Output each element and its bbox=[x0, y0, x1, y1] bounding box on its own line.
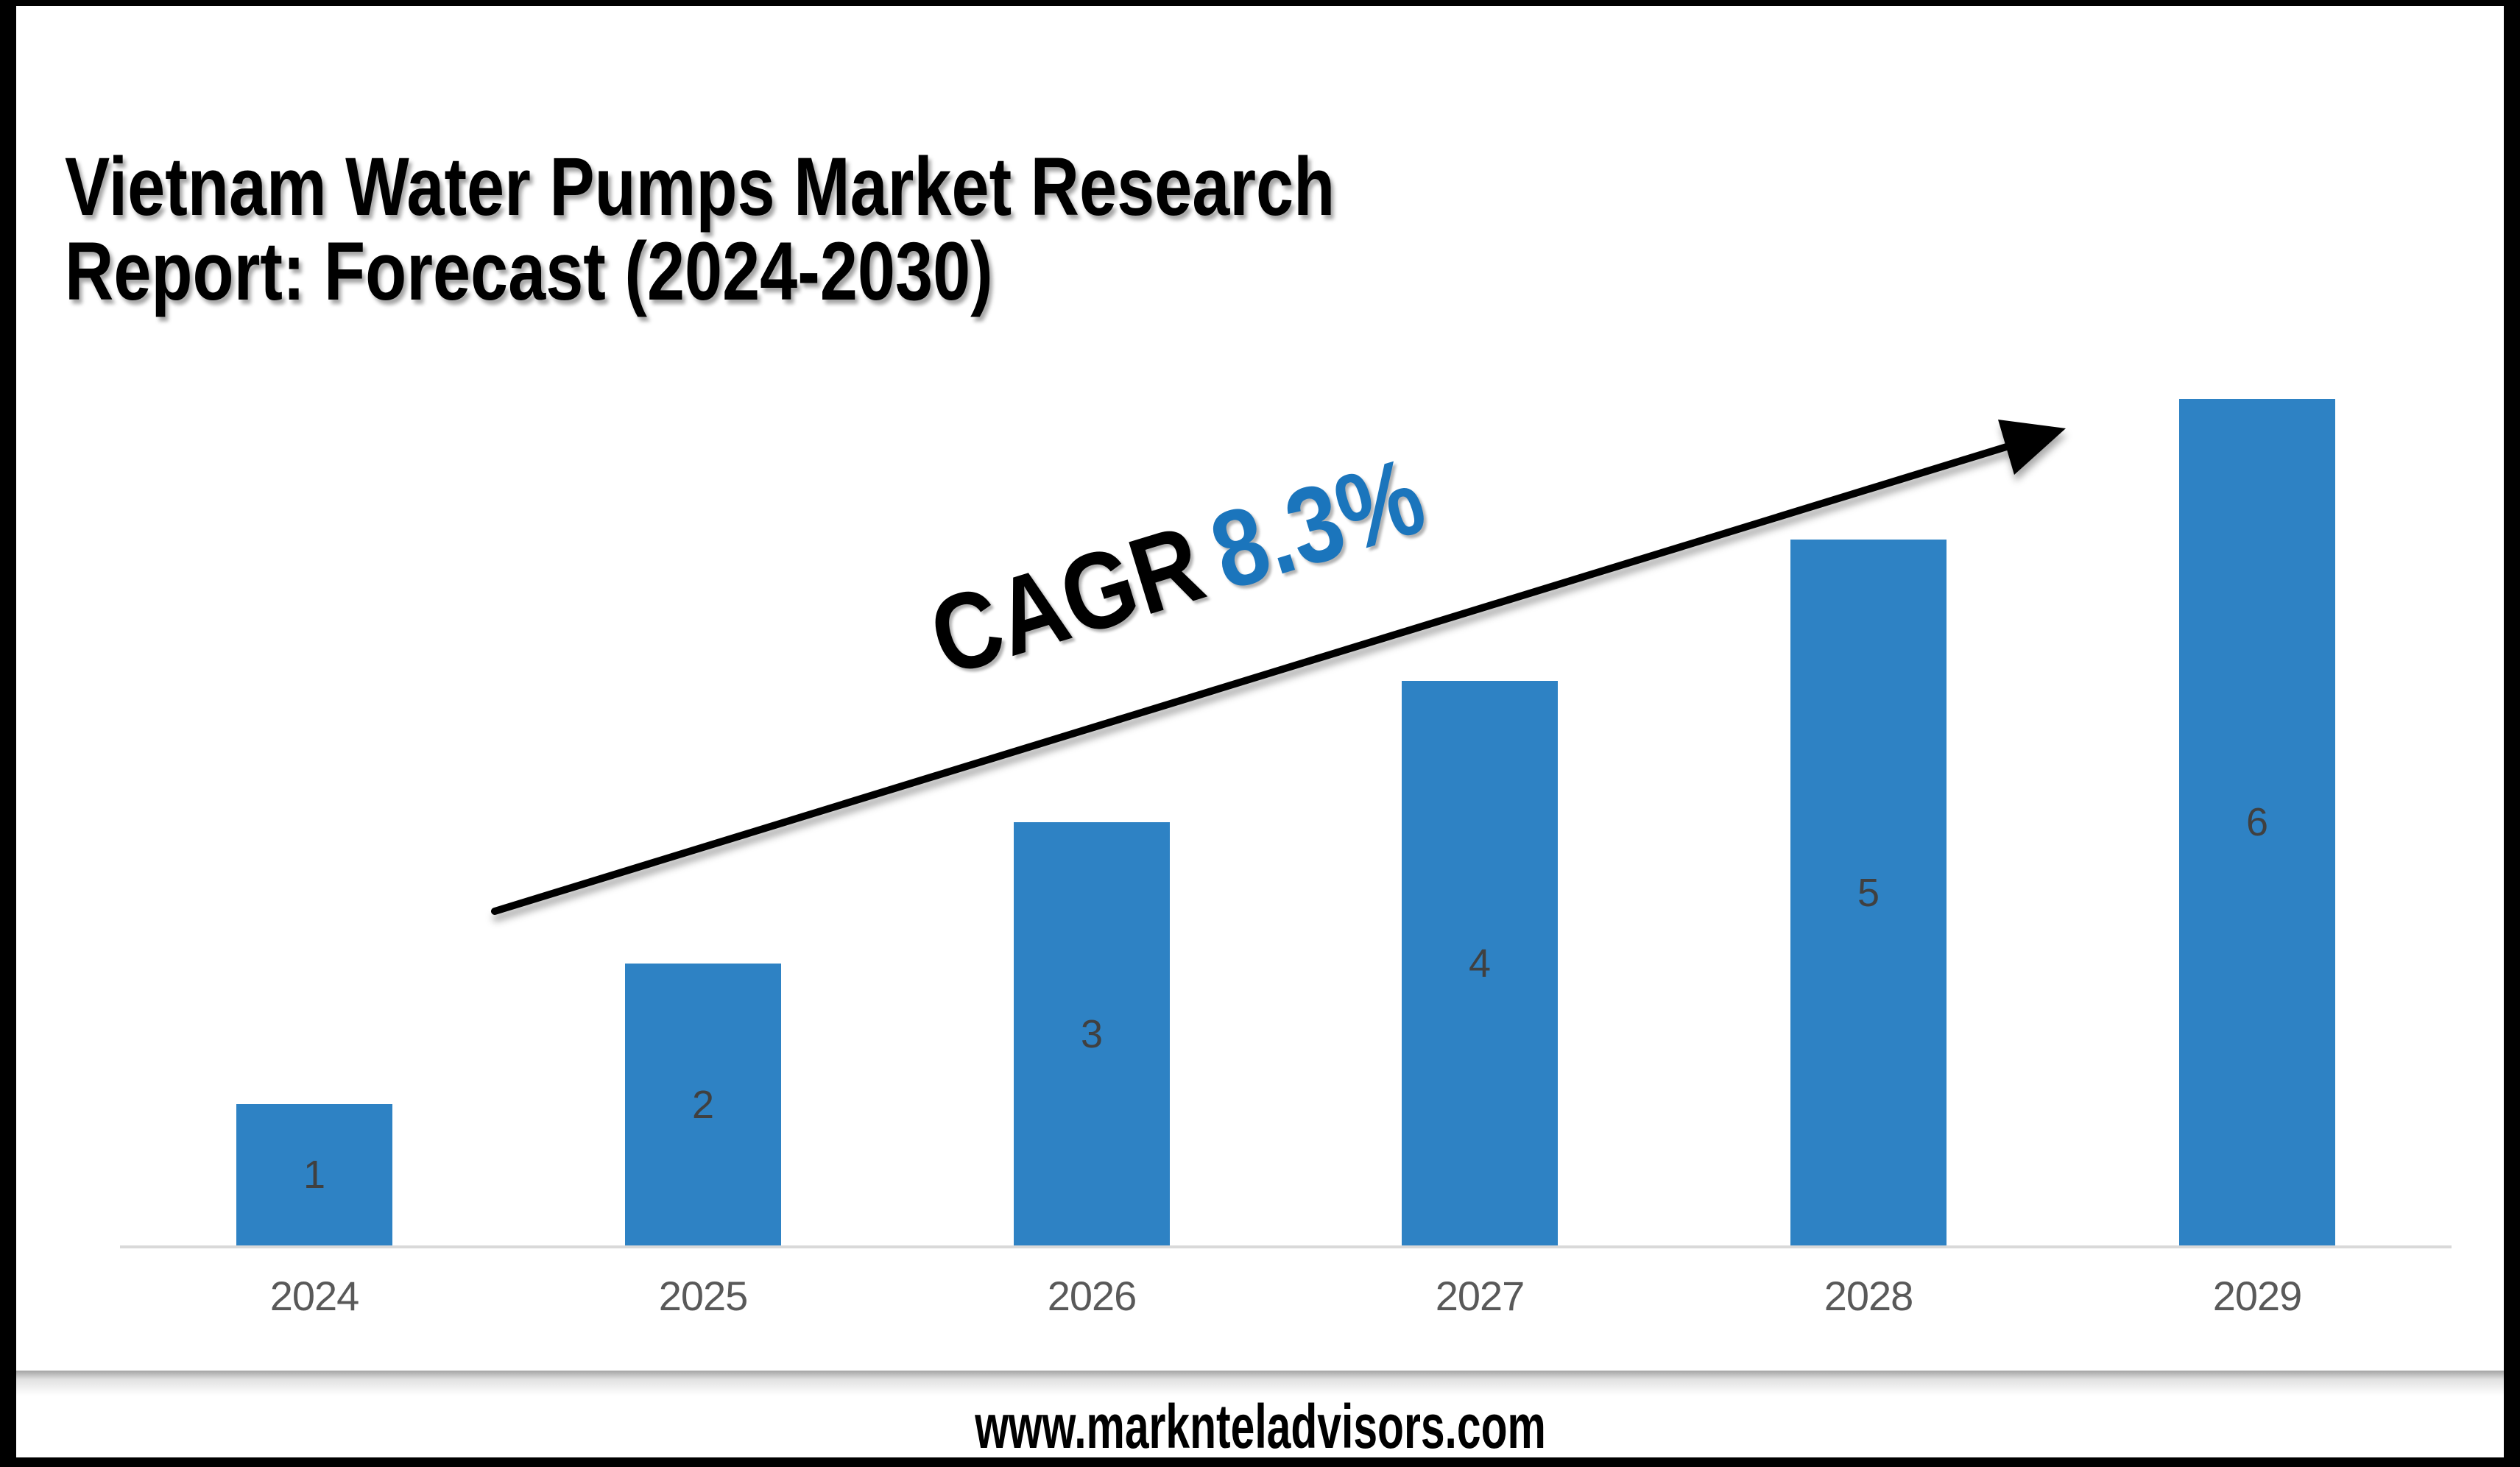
chart-title: Vietnam Water Pumps Market Research Repo… bbox=[65, 144, 1335, 314]
bar-2029: 6 bbox=[2179, 399, 2335, 1245]
footer: www.marknteladvisors.com bbox=[0, 1396, 2520, 1457]
page-shadow bbox=[16, 1371, 2504, 1396]
bar-value-label: 3 bbox=[1080, 1011, 1104, 1056]
x-axis-label-2027: 2027 bbox=[1435, 1273, 1525, 1319]
x-axis-label-2026: 2026 bbox=[1047, 1273, 1137, 1319]
bar-2024: 1 bbox=[236, 1104, 392, 1245]
x-axis-label-2028: 2028 bbox=[1824, 1273, 1914, 1319]
bar-value-label: 1 bbox=[303, 1153, 326, 1197]
bar-value-label: 2 bbox=[691, 1082, 715, 1127]
chart-title-line1: Vietnam Water Pumps Market Research bbox=[65, 141, 1335, 233]
bar-2027: 4 bbox=[1402, 681, 1558, 1245]
chart-title-line2: Report: Forecast (2024-2030) bbox=[65, 225, 993, 317]
bar-2025: 2 bbox=[625, 964, 781, 1245]
bar-2028: 5 bbox=[1790, 540, 1947, 1245]
x-axis-label-2024: 2024 bbox=[269, 1273, 360, 1319]
bar-2026: 3 bbox=[1014, 822, 1170, 1245]
chart-canvas bbox=[16, 6, 2504, 1457]
bar-value-label: 5 bbox=[1857, 870, 1880, 915]
bar-value-label: 6 bbox=[2245, 800, 2269, 844]
footer-url: www.marknteladvisors.com bbox=[974, 1392, 1546, 1461]
x-axis-line bbox=[120, 1245, 2452, 1248]
bar-value-label: 4 bbox=[1468, 941, 1492, 986]
x-axis-label-2025: 2025 bbox=[658, 1273, 749, 1319]
x-axis-label-2029: 2029 bbox=[2212, 1273, 2303, 1319]
